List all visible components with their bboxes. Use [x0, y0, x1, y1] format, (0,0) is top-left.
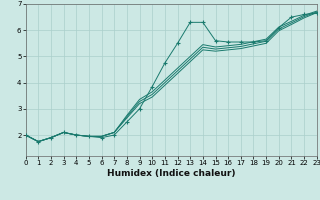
X-axis label: Humidex (Indice chaleur): Humidex (Indice chaleur)	[107, 169, 236, 178]
